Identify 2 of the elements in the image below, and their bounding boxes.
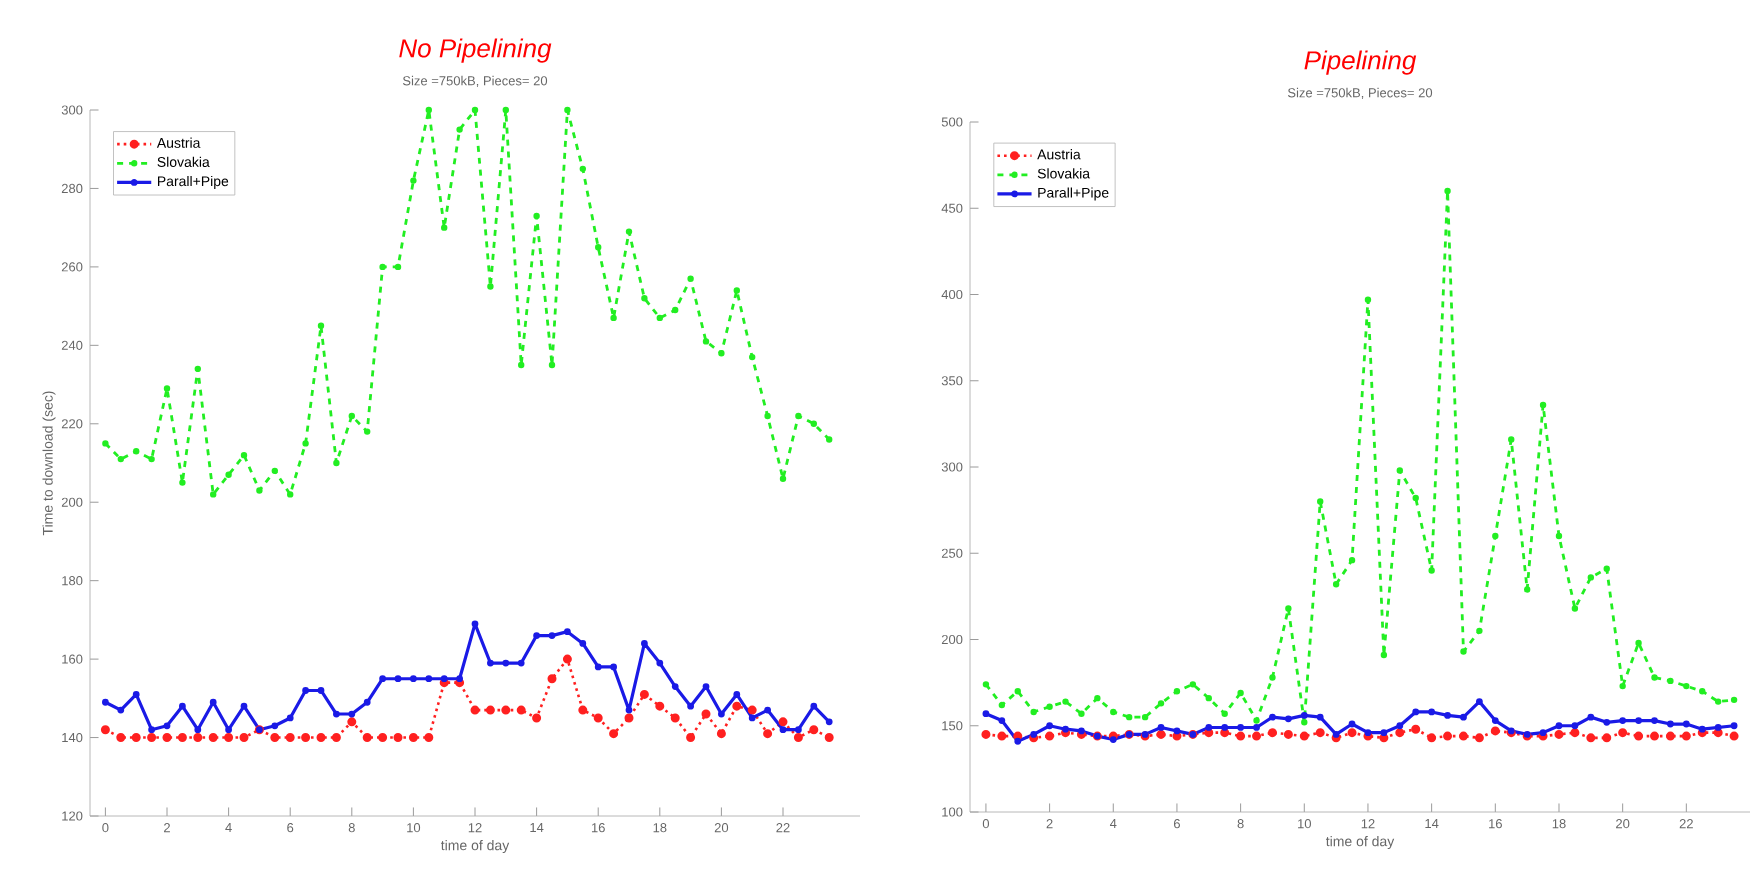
chart-title: No Pipelining bbox=[399, 38, 552, 63]
chart-title: Pipelining bbox=[1304, 50, 1417, 75]
